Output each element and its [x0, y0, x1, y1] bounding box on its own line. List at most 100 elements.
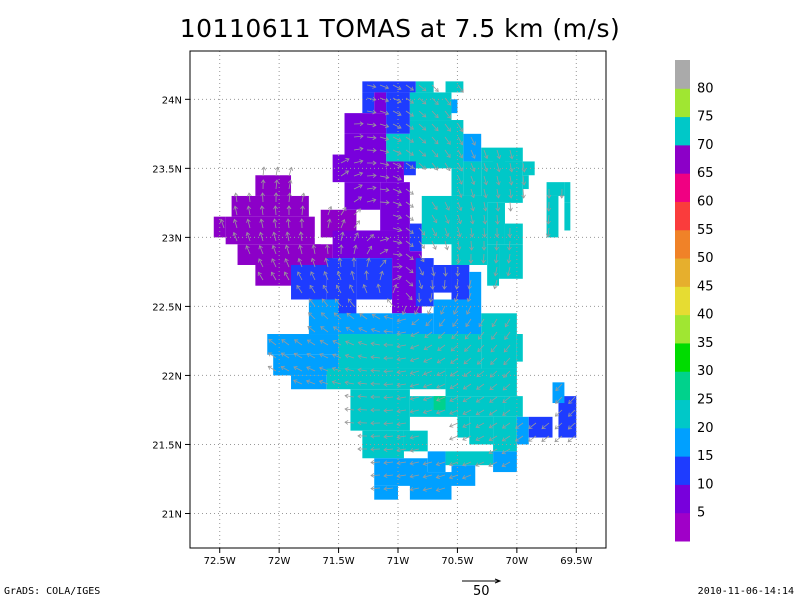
- wind-vector-head: [482, 207, 488, 212]
- wind-vector: [366, 258, 370, 268]
- wind-vector-head: [332, 340, 337, 345]
- colorbar-label: 80: [697, 81, 714, 96]
- wind-vector-head: [260, 179, 266, 184]
- wind-vector: [503, 357, 511, 365]
- wind-vector-head: [370, 381, 375, 387]
- wind-vector: [392, 123, 402, 129]
- wind-vector-head: [476, 373, 481, 378]
- wind-vector-head: [554, 438, 559, 443]
- wind-vector-head: [245, 245, 250, 250]
- wind-vector-head: [418, 284, 424, 290]
- wind-vector: [281, 352, 290, 359]
- wind-vector-head: [506, 272, 511, 277]
- wind-vector-head: [409, 112, 414, 117]
- wind-vector: [326, 245, 329, 255]
- wind-vector: [431, 123, 439, 131]
- wind-vector-head: [458, 154, 464, 159]
- wind-vector-head: [311, 244, 317, 249]
- wind-vector-head: [396, 382, 401, 388]
- wind-vector: [494, 279, 498, 289]
- wind-vector: [462, 409, 472, 415]
- wind-vector: [371, 356, 381, 359]
- wind-vector-head: [246, 218, 251, 223]
- wind-vector-head: [345, 340, 350, 345]
- wind-vector-head: [421, 231, 426, 236]
- wind-vector-head: [280, 365, 285, 371]
- heatmap-cell: [546, 195, 559, 238]
- wind-vector-head: [469, 233, 475, 238]
- wind-vector: [353, 160, 363, 164]
- wind-vector-head: [358, 171, 364, 177]
- wind-vector: [334, 298, 342, 307]
- heatmap-cell: [255, 264, 297, 286]
- wind-vector: [258, 272, 264, 281]
- wind-vector-head: [359, 134, 364, 139]
- wind-vector-head: [449, 423, 454, 428]
- wind-vector-head: [446, 153, 451, 159]
- wind-vector-head: [370, 433, 375, 439]
- wind-vector-head: [384, 97, 390, 103]
- wind-vector-head: [501, 424, 507, 429]
- colorbar-label: 50: [697, 251, 714, 266]
- wind-vector: [425, 318, 433, 326]
- wind-vector: [405, 279, 414, 287]
- heatmap-cell: [487, 244, 500, 286]
- wind-vector-head: [261, 166, 267, 171]
- wind-vector: [410, 474, 420, 478]
- wind-vector-head: [476, 385, 481, 390]
- wind-vector-head: [349, 284, 354, 289]
- wind-vector: [502, 435, 511, 442]
- wind-vector-head: [555, 386, 560, 392]
- wind-vector-head: [409, 269, 414, 274]
- wind-vector: [365, 270, 368, 281]
- wind-vector-head: [293, 379, 298, 384]
- wind-vector-head: [449, 385, 454, 390]
- wind-vector-head: [466, 310, 471, 315]
- wind-vector-head: [397, 275, 402, 280]
- wind-vector-head: [409, 216, 414, 221]
- wind-vector: [436, 461, 446, 466]
- wind-vector: [501, 461, 511, 467]
- heatmap-cell: [386, 92, 410, 134]
- wind-vector: [377, 284, 381, 294]
- wind-vector-head: [366, 257, 371, 262]
- wind-vector: [370, 461, 381, 463]
- wind-vector-head: [423, 358, 428, 363]
- wind-vector-head: [370, 446, 375, 452]
- wind-vector: [312, 245, 316, 255]
- wind-vector-head: [449, 436, 454, 441]
- wind-vector-head: [450, 359, 455, 364]
- wind-vector: [359, 313, 368, 320]
- wind-vector: [568, 409, 576, 417]
- wind-vector-head: [385, 136, 390, 142]
- wind-vector-head: [453, 298, 459, 303]
- wind-vector-head: [347, 298, 352, 303]
- wind-vector-head: [478, 322, 483, 328]
- y-tick-label: 23N: [162, 233, 182, 244]
- wind-vector: [490, 370, 498, 378]
- wind-vector-head: [541, 425, 546, 430]
- colorbar-label: 70: [697, 138, 714, 153]
- wind-vector: [340, 158, 350, 164]
- wind-vector: [358, 355, 368, 359]
- wind-vector-head: [333, 312, 338, 317]
- wind-vector: [410, 487, 420, 491]
- wind-vector-head: [470, 220, 475, 225]
- wind-vector: [489, 409, 498, 416]
- wind-vector-head: [372, 122, 377, 128]
- wind-vector: [379, 97, 389, 102]
- wind-vector-head: [489, 398, 494, 403]
- wind-vector-head: [372, 135, 377, 140]
- wind-vector-head: [409, 486, 414, 492]
- wind-vector-head: [462, 398, 467, 403]
- wind-vector: [476, 370, 485, 378]
- heatmap-cell: [356, 258, 393, 300]
- wind-vector-head: [370, 341, 375, 347]
- wind-vector: [308, 298, 316, 307]
- wind-vector: [345, 421, 355, 424]
- wind-vector: [309, 285, 316, 294]
- wind-vector: [405, 110, 414, 117]
- wind-vector: [366, 136, 376, 139]
- colorbar-label: 30: [697, 364, 714, 379]
- wind-vector: [410, 396, 420, 400]
